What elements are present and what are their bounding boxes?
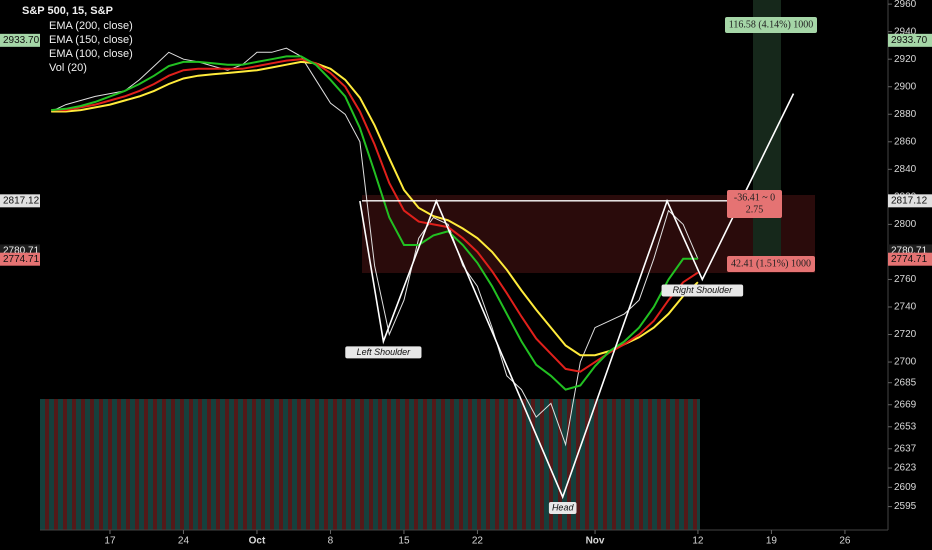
x-tick-label: 8 [328, 536, 334, 547]
price-line [50, 47, 699, 447]
legend-entry: EMA (200, close) [49, 20, 133, 32]
projection-zone [753, 0, 781, 262]
price-label: 2774.71 [891, 254, 928, 265]
x-tick-label: 15 [398, 536, 410, 547]
y-tick-label: 2623 [894, 463, 917, 474]
pattern-label: Right Shoulder [673, 285, 734, 295]
price-label: 2774.71 [3, 254, 40, 265]
y-tick-label: 2920 [894, 54, 917, 65]
pattern-line [359, 93, 795, 500]
measure-text: 42.41 (1.51%) 1000 [731, 258, 811, 269]
y-tick-label: 2740 [894, 302, 917, 313]
volume-band [40, 399, 700, 530]
price-label: 2933.70 [891, 35, 928, 46]
x-tick-label: 12 [692, 536, 704, 547]
y-tick-label: 2800 [894, 219, 917, 230]
y-tick-label: 2637 [894, 443, 917, 454]
ema-line [51, 58, 699, 373]
y-tick-label: 2609 [894, 482, 917, 493]
x-tick-label: 19 [766, 536, 778, 547]
pattern-label: Left Shoulder [357, 347, 412, 357]
x-tick-label: 24 [178, 536, 190, 547]
price-label-bg [0, 252, 40, 266]
y-tick-label: 2595 [894, 501, 917, 512]
y-tick-label: 2720 [894, 329, 917, 340]
x-tick-label: 22 [472, 536, 484, 547]
y-tick-label: 2860 [894, 136, 917, 147]
y-tick-label: 2685 [894, 377, 917, 388]
measure-text: 116.58 (4.14%) 1000 [729, 19, 814, 30]
x-tick-label: Nov [586, 536, 605, 547]
ema-line [51, 60, 699, 357]
price-label-bg [0, 194, 40, 208]
plot-area: Left Shoulder Head Right Shoulder [50, 47, 795, 514]
chart-title: S&P 500, 15, S&P [22, 5, 113, 17]
y-tick-label: 2700 [894, 357, 917, 368]
pattern-label-bg [345, 346, 422, 359]
price-label: 2780.71 [3, 246, 40, 257]
measure-text: 2.75 [746, 204, 764, 215]
y-tick-label: 2669 [894, 399, 917, 410]
pattern-label-bg [661, 284, 744, 297]
price-label-bg [888, 33, 932, 47]
price-label: 2817.12 [891, 195, 928, 206]
pattern-label: Head [552, 502, 575, 512]
x-tick-label: 26 [839, 536, 851, 547]
price-label: 2817.12 [3, 195, 40, 206]
measure-box [725, 17, 817, 33]
measure-box [727, 190, 782, 218]
y-tick-label: 2653 [894, 421, 917, 432]
pattern-label-bg [548, 501, 577, 514]
price-label-bg [888, 252, 932, 266]
y-tick-label: 2880 [894, 109, 917, 120]
y-tick-label: 2760 [894, 274, 917, 285]
price-label-bg [0, 33, 40, 47]
price-label: 2933.70 [3, 35, 40, 46]
legend-entry: EMA (150, close) [49, 34, 133, 46]
y-tick-label: 2940 [894, 26, 917, 37]
ema-line [51, 55, 698, 391]
volume-legend: Vol (20) [49, 62, 87, 74]
measure-box [727, 256, 815, 272]
price-label: 2780.71 [891, 246, 928, 257]
price-label-bg [888, 194, 932, 208]
y-tick-label: 2900 [894, 81, 917, 92]
y-tick-label: 2840 [894, 164, 917, 175]
x-tick-label: 17 [104, 536, 116, 547]
measure-text: -36.41 ~ 0 [734, 192, 775, 203]
y-tick-label: 2960 [894, 0, 917, 10]
legend-entry: EMA (100, close) [49, 48, 133, 60]
x-tick-label: Oct [249, 536, 266, 547]
